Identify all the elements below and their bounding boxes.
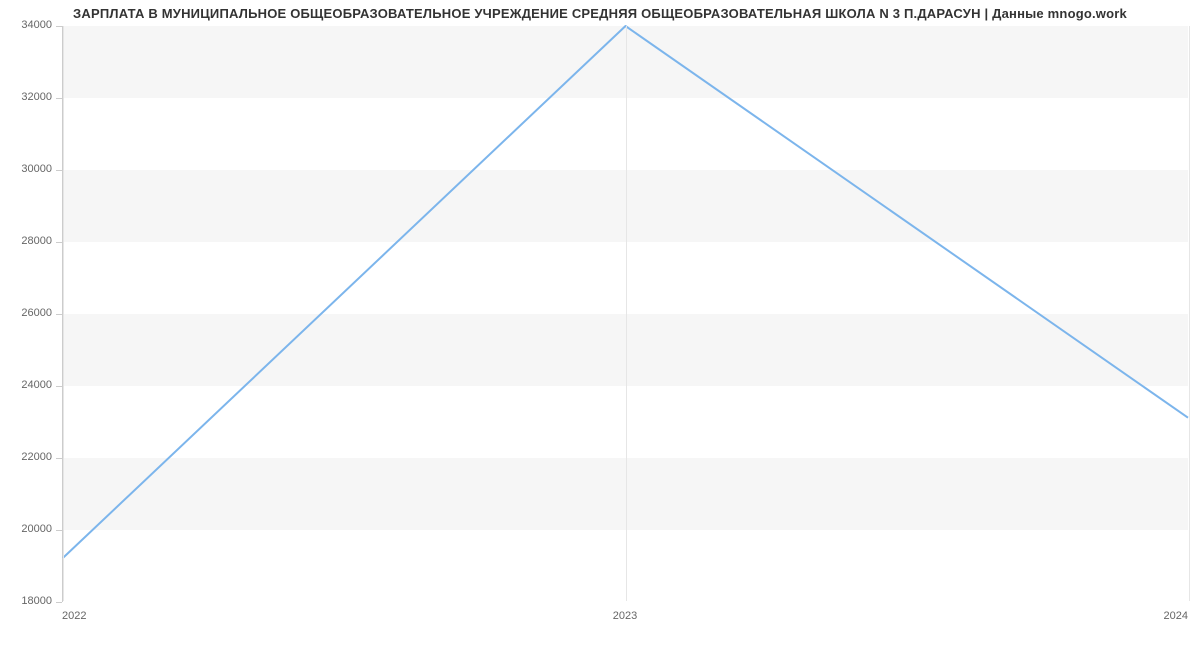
x-gridline xyxy=(626,26,627,601)
y-tick-label: 28000 xyxy=(0,235,52,247)
x-tick-label: 2024 xyxy=(1164,610,1188,622)
y-tick-mark xyxy=(56,170,62,171)
x-tick-label: 2023 xyxy=(613,610,637,622)
y-tick-mark xyxy=(56,386,62,387)
y-tick-mark xyxy=(56,98,62,99)
y-tick-mark xyxy=(56,314,62,315)
x-gridline xyxy=(1189,26,1190,601)
y-tick-label: 24000 xyxy=(0,379,52,391)
y-tick-mark xyxy=(56,26,62,27)
x-tick-label: 2022 xyxy=(62,610,86,622)
y-tick-mark xyxy=(56,458,62,459)
y-tick-label: 32000 xyxy=(0,91,52,103)
plot-area xyxy=(62,26,1188,602)
chart-title: ЗАРПЛАТА В МУНИЦИПАЛЬНОЕ ОБЩЕОБРАЗОВАТЕЛ… xyxy=(0,6,1200,21)
y-tick-label: 30000 xyxy=(0,163,52,175)
y-tick-mark xyxy=(56,602,62,603)
y-tick-label: 22000 xyxy=(0,451,52,463)
salary-line-chart: ЗАРПЛАТА В МУНИЦИПАЛЬНОЕ ОБЩЕОБРАЗОВАТЕЛ… xyxy=(0,0,1200,650)
x-gridline xyxy=(63,26,64,601)
y-tick-label: 26000 xyxy=(0,307,52,319)
y-tick-mark xyxy=(56,530,62,531)
y-tick-label: 20000 xyxy=(0,523,52,535)
y-tick-label: 34000 xyxy=(0,19,52,31)
y-tick-mark xyxy=(56,242,62,243)
y-tick-label: 18000 xyxy=(0,595,52,607)
